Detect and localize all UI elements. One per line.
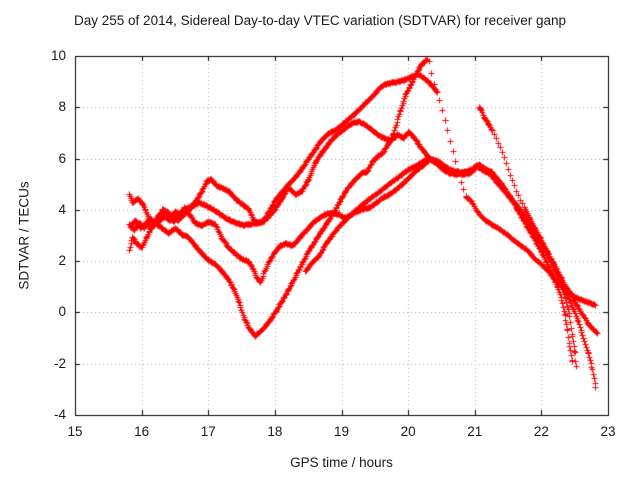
x-tick-label: 22: [533, 424, 549, 439]
x-tick-label: 20: [400, 424, 416, 439]
x-axis-label: GPS time / hours: [290, 455, 393, 470]
x-tick-label: 19: [333, 424, 350, 439]
x-tick-label: 15: [67, 424, 83, 439]
y-tick-label: 6: [58, 150, 66, 166]
y-tick-label: 2: [58, 253, 66, 269]
y-tick-label: -2: [53, 355, 66, 371]
x-tick-label: 16: [134, 424, 150, 439]
y-tick-label: 8: [58, 99, 66, 115]
x-tick-label: 23: [600, 424, 616, 439]
y-tick-label: -4: [53, 407, 66, 422]
y-tick-label: 10: [50, 48, 66, 63]
y-tick-label: 4: [58, 201, 66, 217]
y-tick-label: 0: [58, 304, 66, 320]
chart-title: Day 255 of 2014, Sidereal Day-to-day VTE…: [74, 13, 566, 28]
x-tick-label: 17: [200, 424, 216, 439]
x-tick-label: 21: [467, 424, 483, 439]
y-axis-label: SDTVAR / TECUs: [16, 181, 32, 290]
x-tick-label: 18: [267, 424, 283, 439]
